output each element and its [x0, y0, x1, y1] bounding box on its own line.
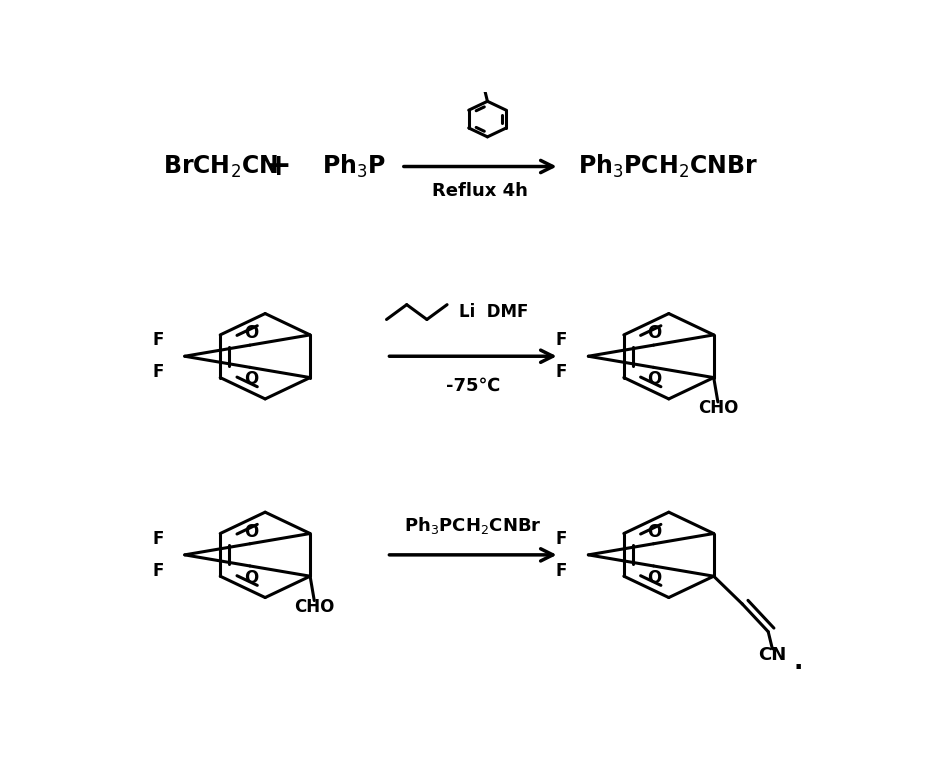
Text: Li  DMF: Li DMF [459, 303, 528, 321]
Text: F: F [152, 530, 164, 547]
Text: .: . [793, 650, 803, 674]
Text: CHO: CHO [698, 400, 738, 417]
Text: F: F [555, 331, 567, 349]
Text: O: O [244, 523, 259, 541]
Text: F: F [152, 562, 164, 580]
Text: F: F [555, 562, 567, 580]
Text: O: O [647, 324, 662, 342]
Text: O: O [647, 569, 662, 587]
Text: F: F [555, 363, 567, 381]
Text: +: + [266, 152, 291, 181]
Text: O: O [647, 370, 662, 388]
Text: O: O [244, 370, 259, 388]
Text: Ph$_3$PCH$_2$CNBr: Ph$_3$PCH$_2$CNBr [405, 514, 542, 536]
Text: O: O [647, 523, 662, 541]
Text: F: F [152, 363, 164, 381]
Text: F: F [555, 530, 567, 547]
Text: O: O [244, 569, 259, 587]
Text: Reflux 4h: Reflux 4h [432, 182, 528, 200]
Text: O: O [244, 324, 259, 342]
Text: F: F [152, 331, 164, 349]
Text: Ph$_3$PCH$_2$CNBr: Ph$_3$PCH$_2$CNBr [578, 153, 758, 180]
Text: BrCH$_2$CN: BrCH$_2$CN [163, 153, 278, 179]
Text: CHO: CHO [294, 598, 335, 616]
Text: CN: CN [758, 646, 787, 665]
Text: Ph$_3$P: Ph$_3$P [322, 153, 386, 180]
Text: -75℃: -75℃ [445, 377, 500, 395]
